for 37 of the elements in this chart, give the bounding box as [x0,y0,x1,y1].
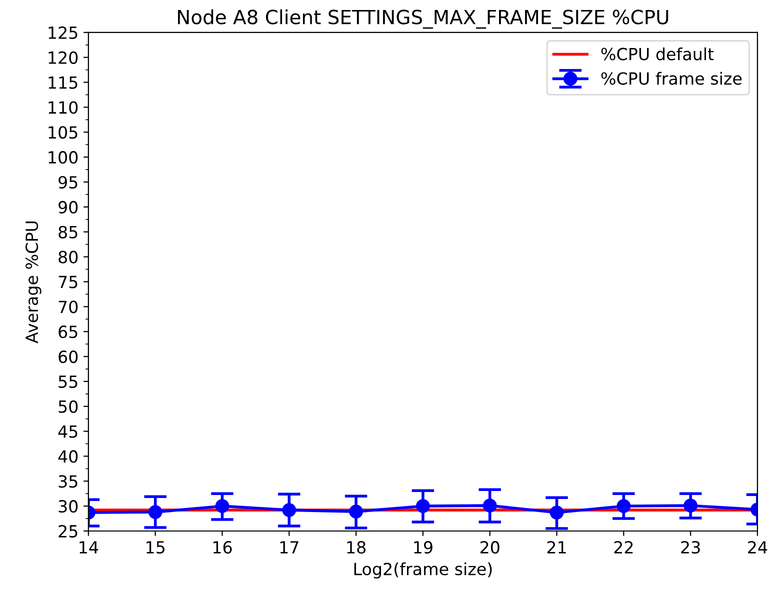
x-tick-label: 20 [480,541,500,554]
x-tick-label: 14 [80,541,98,554]
x-tick-label: 23 [681,541,700,554]
legend-label: %CPU default [601,47,714,60]
y-tick-label: 110 [48,101,78,114]
y-tick-label: 25 [58,524,78,538]
y-tick-label: 120 [48,51,78,64]
y-tick-label: 100 [48,151,78,164]
y-axis-title: Average %CPU [26,221,42,344]
y-tick-label: 50 [58,400,78,413]
y-tick-label: 85 [58,226,78,238]
y-tick-label: 30 [58,500,78,513]
y-tick-label: 115 [48,76,78,89]
x-tick-label: 16 [213,541,232,554]
y-tick-label: 55 [58,376,78,388]
y-tick-label: 35 [58,475,78,488]
y-tick-label: 105 [48,126,78,139]
y-tick-label: 45 [58,425,78,438]
y-tick-label: 70 [58,300,78,314]
y-tick-label: 40 [58,450,78,463]
x-tick-label: 19 [414,541,432,554]
x-axis-title: Log2(frame size) [354,562,492,579]
y-tick-label: 95 [58,176,78,189]
x-tick-label: 15 [146,541,164,554]
y-tick-label: 60 [58,350,78,364]
legend-label: %CPU frame size [601,72,742,85]
x-tick-label: 22 [614,541,633,554]
y-tick-label: 75 [58,276,78,288]
x-tick-label: 21 [547,541,566,554]
y-tick-label: 90 [58,200,78,214]
x-tick-label: 17 [280,541,298,554]
y-tick-label: 125 [48,26,78,40]
chart-title: Node A8 Client SETTINGS_MAX_FRAME_SIZE %CPU [178,9,668,29]
y-tick-label: 65 [58,326,78,338]
y-tick-label: 80 [58,250,78,264]
x-tick-label: 18 [347,541,366,554]
x-tick-label: 24 [748,541,768,554]
